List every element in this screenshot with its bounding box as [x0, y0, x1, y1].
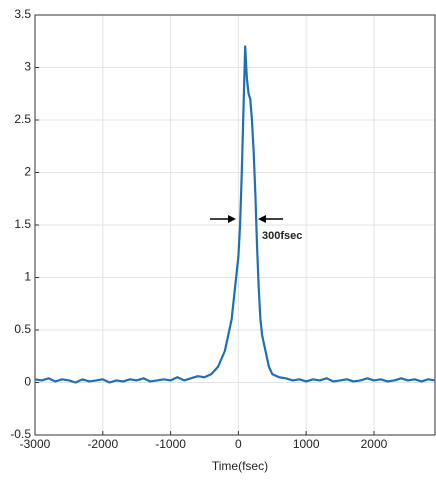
- y-tick-label: 3: [24, 60, 31, 74]
- y-tick-label: 2.5: [14, 112, 31, 126]
- x-tick-label: 1000: [293, 437, 320, 451]
- x-axis-label: Time(fsec): [212, 459, 268, 473]
- y-tick-label: -0.5: [10, 427, 31, 441]
- arrowhead: [258, 215, 266, 223]
- y-tick-label: 3.5: [14, 7, 31, 21]
- plot-frame: [34, 14, 436, 436]
- x-tick-label: -1000: [155, 437, 186, 451]
- x-tick-label: 0: [235, 437, 242, 451]
- data-line: [34, 45, 436, 384]
- x-tick-label: -3000: [20, 437, 51, 451]
- y-tick-label: 0: [24, 375, 31, 389]
- y-tick-label: 1: [24, 270, 31, 284]
- y-tick-label: 2: [24, 165, 31, 179]
- x-tick-label: -2000: [87, 437, 118, 451]
- y-tick-label: 1.5: [14, 217, 31, 231]
- annotation-text: 300fsec: [262, 230, 302, 242]
- y-tick-label: 0.5: [14, 322, 31, 336]
- arrowhead: [228, 215, 236, 223]
- x-tick-label: 2000: [361, 437, 388, 451]
- annotation: 300fsec: [210, 215, 302, 242]
